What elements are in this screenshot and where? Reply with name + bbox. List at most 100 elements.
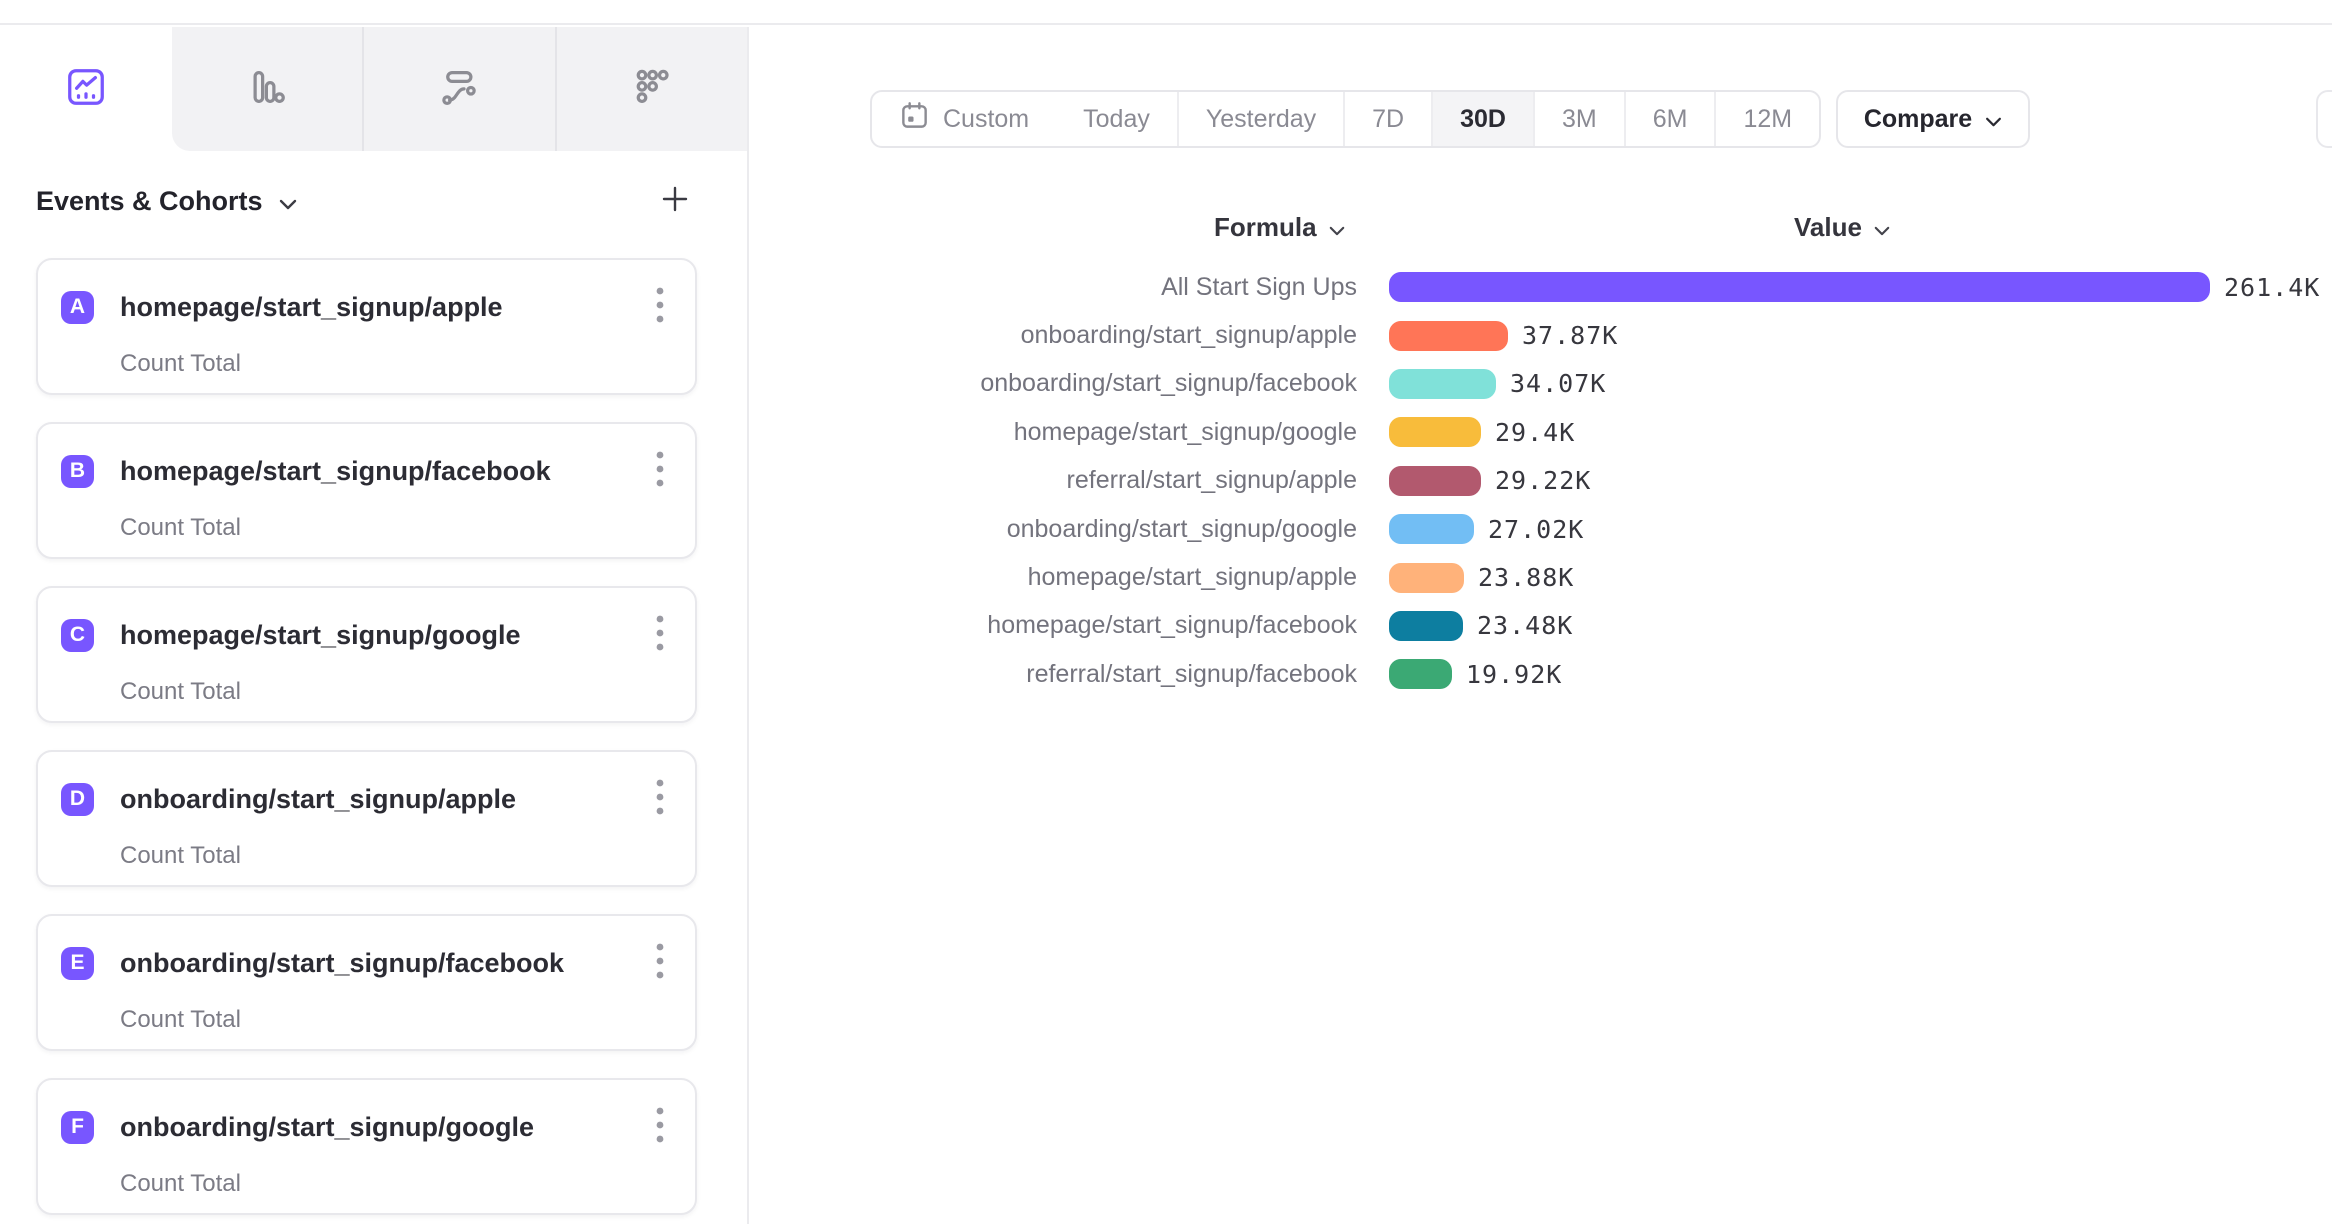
value-column-label: Value [1794,212,1862,242]
event-card-header: F onboarding/start_signup/google [61,1105,673,1149]
range-label: 7D [1372,104,1405,133]
date-range-segmented-control: Custom Today Yesterday 7D 30D 3M 6M 12M [870,90,1822,148]
event-subtitle: Count Total [120,678,241,705]
chart-bar-value: 27.02K [1488,514,1585,544]
chart-row: referral/start_signup/facebook 19.92K [750,650,2332,698]
range-label: Custom [943,104,1030,133]
chart-bar[interactable] [1389,320,1508,351]
retention-dots-icon [632,67,672,112]
events-cohorts-dropdown[interactable]: Events & Cohorts [36,186,297,217]
event-subtitle: Count Total [120,1006,241,1033]
chart-bar-value: 23.48K [1477,611,1574,641]
range-label: Yesterday [1205,104,1317,133]
chart-bar-value: 29.22K [1495,466,1592,496]
chart-bar-value: 29.4K [1495,417,1576,447]
event-card-c[interactable]: C homepage/start_signup/google Count Tot… [36,586,697,723]
event-subtitle: Count Total [120,514,241,541]
event-card-a[interactable]: A homepage/start_signup/apple Count Tota… [36,258,697,395]
chart-row: homepage/start_signup/google 29.4K [750,408,2332,456]
chart-bar[interactable] [1389,659,1452,690]
tab-insights[interactable] [0,27,172,151]
event-title: onboarding/start_signup/facebook [120,947,565,978]
chart-row-label: onboarding/start_signup/google [1006,514,1357,543]
event-options-button[interactable] [647,941,673,985]
chevron-down-icon [1874,212,1890,243]
event-title: onboarding/start_signup/google [120,1111,534,1142]
range-label: 12M [1743,104,1793,133]
compare-label: Compare [1863,104,1973,133]
flows-curve-icon [439,67,479,112]
insights-line-chart-icon [66,67,106,112]
range-3m[interactable]: 3M [1532,92,1624,146]
formula-column-dropdown[interactable]: Formula [1214,212,1345,243]
event-badge: C [61,618,94,652]
chart-bar-value: 34.07K [1510,369,1607,399]
event-title: homepage/start_signup/google [120,619,521,650]
chart-bar-value: 37.87K [1522,321,1619,351]
event-card-b[interactable]: B homepage/start_signup/facebook Count T… [36,422,697,559]
range-7d[interactable]: 7D [1343,92,1431,146]
chevron-down-icon [279,186,297,217]
kebab-menu-icon [656,614,664,657]
event-title: onboarding/start_signup/apple [120,783,517,814]
range-today[interactable]: Today [1056,92,1177,146]
chart-bar[interactable] [1389,514,1474,545]
event-title: homepage/start_signup/apple [120,291,503,322]
event-card-header: A homepage/start_signup/apple [61,285,673,329]
chart-row-label: homepage/start_signup/apple [1027,563,1357,592]
range-label: 6M [1652,104,1688,133]
range-label: 3M [1561,104,1597,133]
range-yesterday[interactable]: Yesterday [1176,92,1343,146]
range-30d[interactable]: 30D [1431,92,1533,146]
chart-bar[interactable] [1389,465,1481,496]
chart-row: onboarding/start_signup/google 27.02K [750,505,2332,553]
add-event-button[interactable] [653,179,697,223]
event-options-button[interactable] [647,777,673,821]
event-card-e[interactable]: E onboarding/start_signup/facebook Count… [36,914,697,1051]
chart-row: homepage/start_signup/apple 23.88K [750,553,2332,601]
report-type-tab-group [172,27,747,151]
range-label: 30D [1460,104,1506,133]
event-subtitle: Count Total [120,1170,241,1197]
tab-retention[interactable] [554,27,747,151]
event-options-button[interactable] [647,449,673,493]
chart-bar[interactable] [1389,272,2210,303]
compare-button[interactable]: Compare [1836,90,2030,148]
chart-bar[interactable] [1389,417,1481,448]
chart-row: All Start Sign Ups 261.4K [750,263,2332,311]
kebab-menu-icon [656,1106,664,1149]
chart-row-label: homepage/start_signup/facebook [987,611,1357,640]
chart-bar[interactable] [1389,610,1463,641]
chart-bar-value: 261.4K [2224,272,2321,302]
event-badge: A [61,290,94,324]
tab-funnels[interactable] [172,27,362,151]
query-sidebar: Events & Cohorts A homepage/start_signup… [0,27,749,1224]
chart-row-label: onboarding/start_signup/apple [1020,321,1357,350]
event-card-header: D onboarding/start_signup/apple [61,777,673,821]
event-card-header: B homepage/start_signup/facebook [61,449,673,493]
events-panel: Events & Cohorts A homepage/start_signup… [0,179,747,1215]
chart-bar-value: 23.88K [1478,563,1575,593]
kebab-menu-icon [656,778,664,821]
event-card-f[interactable]: F onboarding/start_signup/google Count T… [36,1078,697,1215]
event-options-button[interactable] [647,613,673,657]
value-column-dropdown[interactable]: Value [1794,212,1890,243]
events-header: Events & Cohorts [36,179,697,223]
chart-row-label: referral/start_signup/facebook [1026,659,1357,688]
chart-bar[interactable] [1389,562,1464,593]
range-6m[interactable]: 6M [1623,92,1715,146]
clipped-toolbar-button[interactable] [2316,90,2332,148]
chart-bar[interactable] [1389,368,1496,399]
range-custom[interactable]: Custom [872,92,1056,146]
event-card-header: E onboarding/start_signup/facebook [61,941,673,985]
tab-flows[interactable] [362,27,554,151]
event-card-list: A homepage/start_signup/apple Count Tota… [36,258,697,1215]
event-subtitle: Count Total [120,350,241,377]
range-12m[interactable]: 12M [1714,92,1819,146]
funnel-bars-icon [247,67,287,112]
chart-bar-value: 19.92K [1466,659,1563,689]
event-card-d[interactable]: D onboarding/start_signup/apple Count To… [36,750,697,887]
chart-row-label: homepage/start_signup/google [1013,417,1357,446]
event-options-button[interactable] [647,285,673,329]
event-options-button[interactable] [647,1105,673,1149]
